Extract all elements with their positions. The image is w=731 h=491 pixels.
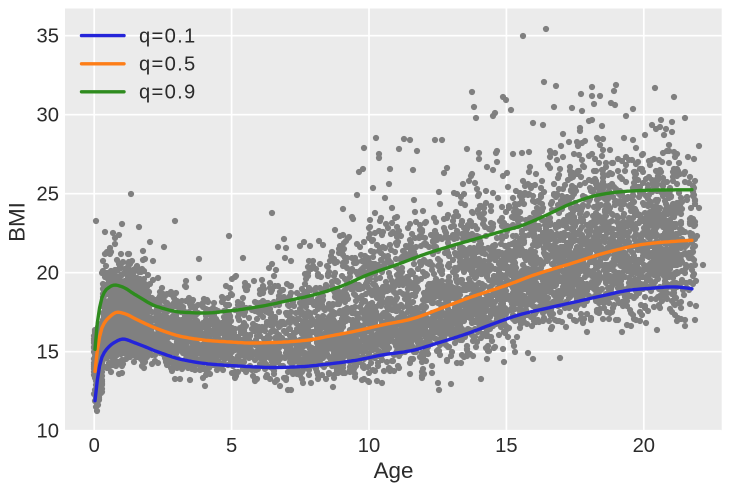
- svg-text:35: 35: [37, 26, 59, 48]
- svg-text:0: 0: [89, 435, 100, 457]
- svg-text:10: 10: [37, 421, 59, 443]
- svg-text:q=0.5: q=0.5: [139, 54, 197, 76]
- svg-text:BMI: BMI: [5, 202, 30, 242]
- svg-text:5: 5: [226, 435, 237, 457]
- svg-text:q=0.9: q=0.9: [139, 82, 197, 104]
- svg-text:25: 25: [37, 184, 59, 206]
- svg-text:15: 15: [495, 435, 517, 457]
- svg-text:20: 20: [633, 435, 655, 457]
- svg-text:30: 30: [37, 105, 59, 127]
- svg-text:15: 15: [37, 342, 59, 364]
- svg-text:Age: Age: [374, 458, 414, 483]
- svg-text:q=0.1: q=0.1: [139, 26, 197, 48]
- svg-text:20: 20: [37, 263, 59, 285]
- svg-text:10: 10: [358, 435, 380, 457]
